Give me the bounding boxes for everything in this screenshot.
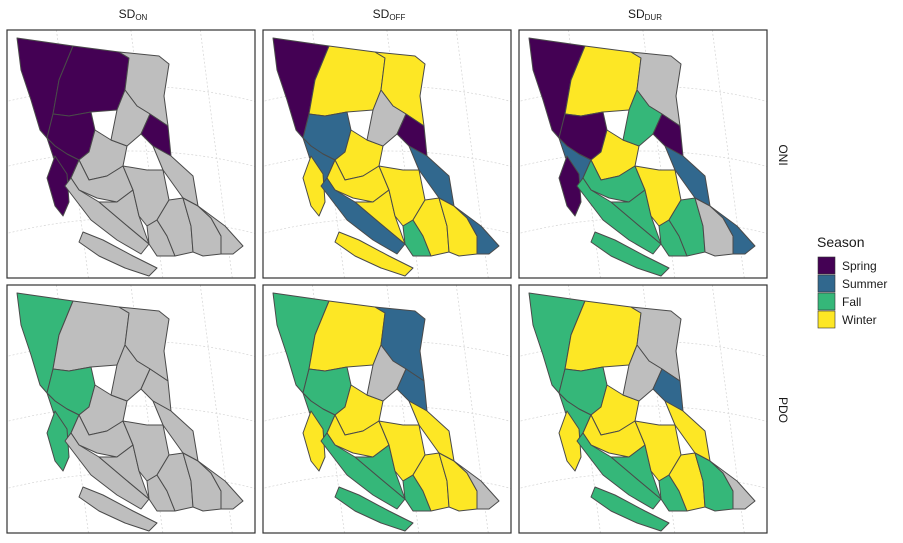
graticule-line [7,340,255,357]
region-vi [590,486,670,532]
column-title-2-main: SD [373,7,390,21]
map-panel-pdo-on [6,284,256,534]
panel-frame [262,284,512,534]
graticule-line [519,85,767,102]
map-panel-pdo-off [262,284,512,534]
legend-key-fall [817,292,836,311]
legend-label-winter: Winter [842,313,877,327]
panel-frame [518,29,768,279]
region-hg [46,410,70,472]
column-title-3: SDDUR [628,7,662,22]
province-map [16,37,244,277]
region-nr [652,113,684,157]
column-titles: SDON SDOFF SDDUR [119,7,663,22]
region-vi [334,231,414,277]
map-panel-oni-on [6,29,256,279]
graticule-line [263,472,511,489]
legend-key-summer [817,274,836,293]
region-sm [197,460,244,510]
graticule-line [519,405,767,422]
region-vi [590,231,670,277]
region-nr [396,113,428,157]
row-title-2: PDO [776,397,790,423]
graticule-line [7,217,255,234]
column-title-2-sub: OFF [389,13,405,22]
graticule-line [263,340,511,357]
region-ce [366,89,407,147]
graticule-line [263,405,511,422]
region-hg [46,155,70,217]
region-sm [453,205,500,255]
region-nr [396,368,428,412]
column-title-1-sub: ON [135,13,147,22]
region-nr [652,368,684,412]
region-hg [302,410,326,472]
province-map [272,37,500,277]
region-ce [622,344,663,402]
region-vi [78,486,158,532]
region-sm [709,460,756,510]
region-hg [558,410,582,472]
map-panels [6,29,768,534]
graticule-line [263,217,511,234]
column-title-1: SDON [119,7,148,22]
province-map [16,292,244,532]
column-title-3-sub: DUR [645,13,663,22]
graticule-line [519,150,767,167]
legend-label-fall: Fall [842,295,861,309]
legend-title: Season [817,234,864,250]
graticule-line [7,150,255,167]
graticule-line [519,217,767,234]
legend: Season Spring Summer Fall Winter [817,234,887,329]
column-title-1-main: SD [119,7,136,21]
column-title-3-main: SD [628,7,645,21]
region-ce [366,344,407,402]
legend-entries: Spring Summer Fall Winter [817,256,887,329]
map-panel-pdo-dur [518,284,768,534]
province-map [528,37,756,277]
region-nr [140,113,172,157]
province-map [272,292,500,532]
row-titles: ONI PDO [776,144,790,423]
panel-frame [262,29,512,279]
column-title-2: SDOFF [373,7,406,22]
panel-frame [518,284,768,534]
region-ce [110,344,151,402]
legend-key-spring [817,256,836,275]
region-ce [622,89,663,147]
map-panel-oni-dur [518,29,768,279]
row-title-1: ONI [776,144,790,165]
region-hg [558,155,582,217]
legend-label-spring: Spring [842,259,877,273]
graticule-line [7,472,255,489]
graticule-line [7,85,255,102]
graticule-line [263,150,511,167]
legend-label-summer: Summer [842,277,887,291]
map-panel-oni-off [262,29,512,279]
region-vi [334,486,414,532]
graticule-line [519,340,767,357]
province-map [528,292,756,532]
region-ce [110,89,151,147]
panel-frame [6,284,256,534]
graticule-line [263,85,511,102]
panel-frame [6,29,256,279]
region-sm [453,460,500,510]
graticule-line [519,472,767,489]
region-hg [302,155,326,217]
region-vi [78,231,158,277]
legend-key-winter [817,310,836,329]
region-nr [140,368,172,412]
graticule-line [7,405,255,422]
region-sm [197,205,244,255]
region-sm [709,205,756,255]
